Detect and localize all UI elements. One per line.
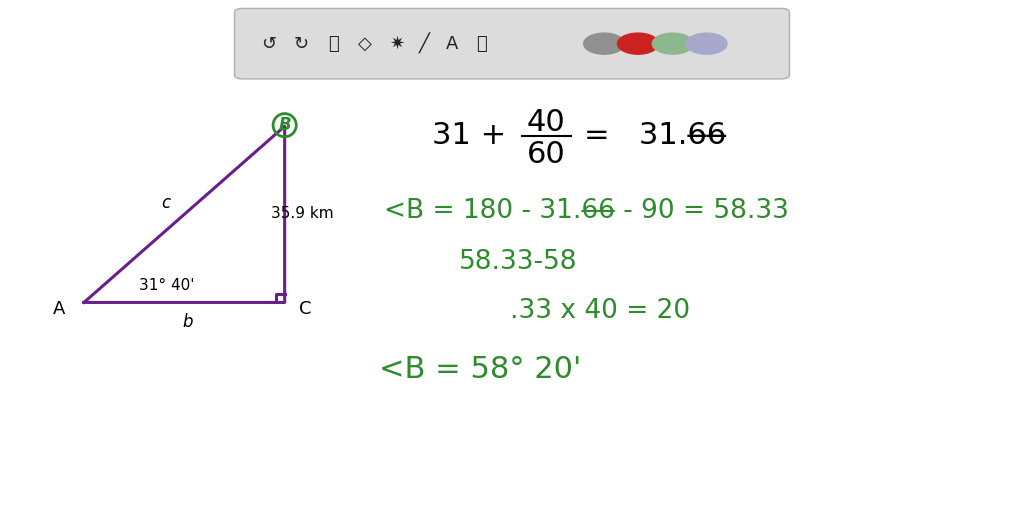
Text: b: b: [182, 313, 193, 331]
Text: ↺: ↺: [261, 35, 275, 53]
Text: =   31.6̶6̶: = 31.6̶6̶: [584, 121, 726, 150]
Text: ✷: ✷: [390, 35, 404, 53]
Text: 31°40': 31°40': [497, 53, 598, 82]
Text: A: A: [53, 300, 66, 318]
Text: ◇: ◇: [357, 35, 372, 53]
FancyBboxPatch shape: [234, 8, 790, 79]
Text: 35.9 km: 35.9 km: [270, 206, 334, 220]
Text: B: B: [279, 116, 291, 134]
Circle shape: [652, 33, 693, 54]
Text: ⎙: ⎙: [476, 35, 486, 53]
Text: 58.33-58: 58.33-58: [459, 249, 578, 275]
Text: 60: 60: [526, 139, 565, 169]
Text: 40: 40: [526, 107, 565, 137]
Text: ↻: ↻: [294, 35, 308, 53]
Circle shape: [686, 33, 727, 54]
Circle shape: [617, 33, 658, 54]
Text: 31° 40': 31° 40': [139, 278, 195, 292]
Text: C: C: [299, 300, 311, 318]
Text: <B = 58° 20': <B = 58° 20': [379, 355, 582, 384]
Text: 31 +: 31 +: [432, 121, 507, 150]
Text: <B = 180 - 31.6̶6̶ - 90 = 58.33: <B = 180 - 31.6̶6̶ - 90 = 58.33: [384, 198, 788, 225]
Text: A: A: [445, 35, 458, 53]
Text: .33 x 40 = 20: .33 x 40 = 20: [510, 298, 690, 325]
Text: ⤳: ⤳: [329, 35, 339, 53]
Text: c: c: [162, 194, 170, 211]
Text: ╱: ╱: [419, 33, 429, 54]
Circle shape: [584, 33, 625, 54]
